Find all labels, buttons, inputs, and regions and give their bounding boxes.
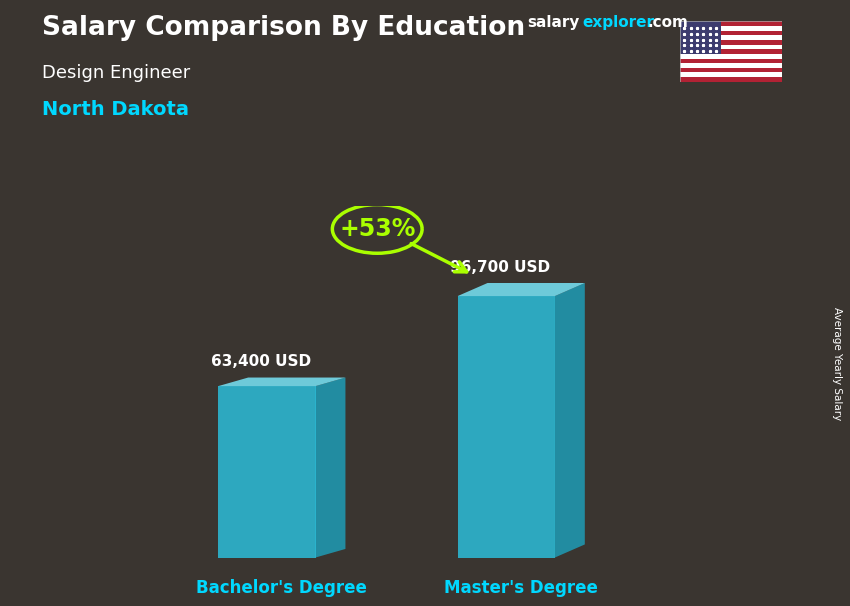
Polygon shape bbox=[457, 283, 585, 296]
Text: 63,400 USD: 63,400 USD bbox=[211, 355, 311, 370]
Polygon shape bbox=[555, 283, 585, 558]
Text: 96,700 USD: 96,700 USD bbox=[450, 260, 550, 275]
Bar bbox=[680, 68, 782, 73]
Text: explorer: explorer bbox=[582, 15, 654, 30]
Bar bbox=[218, 386, 315, 558]
Bar bbox=[680, 77, 782, 82]
Bar bbox=[680, 21, 782, 26]
Polygon shape bbox=[218, 378, 345, 386]
Bar bbox=[457, 296, 555, 558]
Bar bbox=[680, 21, 721, 54]
Text: salary: salary bbox=[527, 15, 580, 30]
Text: .com: .com bbox=[648, 15, 689, 30]
Bar bbox=[680, 49, 782, 54]
Text: Average Yearly Salary: Average Yearly Salary bbox=[832, 307, 842, 420]
Polygon shape bbox=[315, 378, 345, 558]
Bar bbox=[680, 30, 782, 35]
Bar bbox=[680, 26, 782, 30]
Bar bbox=[680, 59, 782, 63]
Bar bbox=[680, 63, 782, 68]
Text: Bachelor's Degree: Bachelor's Degree bbox=[196, 579, 367, 597]
Bar bbox=[680, 54, 782, 59]
Bar bbox=[680, 35, 782, 40]
Text: Salary Comparison By Education: Salary Comparison By Education bbox=[42, 15, 525, 41]
Bar bbox=[680, 40, 782, 44]
Text: North Dakota: North Dakota bbox=[42, 100, 190, 119]
Bar bbox=[680, 73, 782, 77]
Text: Design Engineer: Design Engineer bbox=[42, 64, 190, 82]
Bar bbox=[680, 44, 782, 49]
Text: Master's Degree: Master's Degree bbox=[445, 579, 598, 597]
Text: +53%: +53% bbox=[339, 217, 416, 241]
